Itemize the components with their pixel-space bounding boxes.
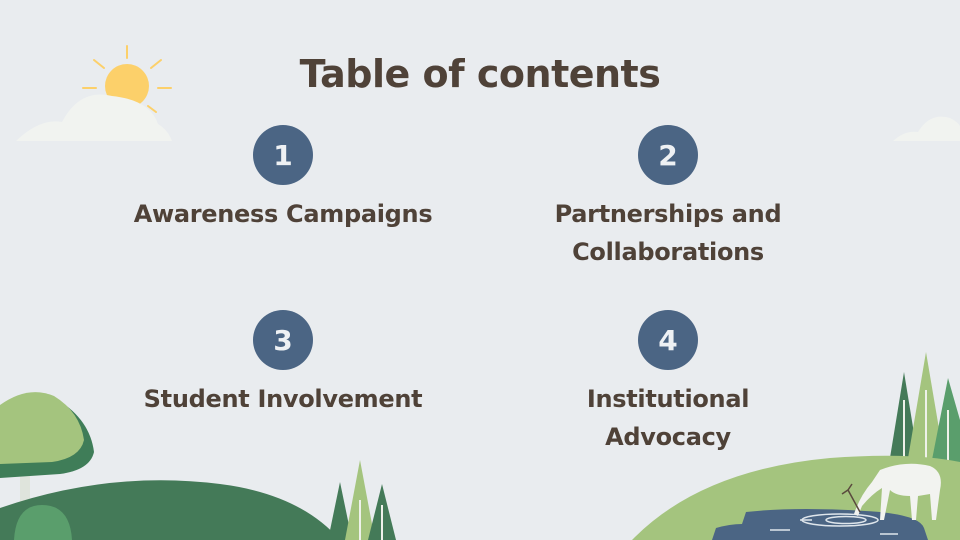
section-title: Institutional Advocacy [586, 385, 750, 451]
toc-item-institutional-advocacy[interactable]: 4 Institutional Advocacy [498, 310, 838, 456]
toc-item-partnerships-and-collaborations[interactable]: 2 Partnerships and Collaborations [498, 125, 838, 271]
section-title: Student Involvement [143, 385, 423, 413]
pond-icon [712, 509, 928, 540]
section-number-badge: 3 [253, 310, 313, 370]
shrub [14, 505, 72, 540]
toc-item-student-involvement[interactable]: 3 Student Involvement [113, 310, 453, 418]
page-title: Table of contents [299, 52, 661, 96]
section-number-badge: 1 [253, 125, 313, 185]
section-title: Partnerships and Collaborations [554, 200, 782, 266]
hill [0, 480, 340, 540]
tree-icon [888, 352, 960, 470]
section-number-badge: 4 [638, 310, 698, 370]
section-title: Awareness Campaigns [133, 200, 433, 228]
tree-icon [328, 460, 396, 540]
cloud-icon [893, 116, 960, 141]
deer-icon [841, 463, 941, 520]
toc-item-awareness-campaigns[interactable]: 1 Awareness Campaigns [113, 125, 453, 233]
cloud-icon [16, 94, 172, 141]
section-number-badge: 2 [638, 125, 698, 185]
tree-icon [0, 392, 94, 520]
